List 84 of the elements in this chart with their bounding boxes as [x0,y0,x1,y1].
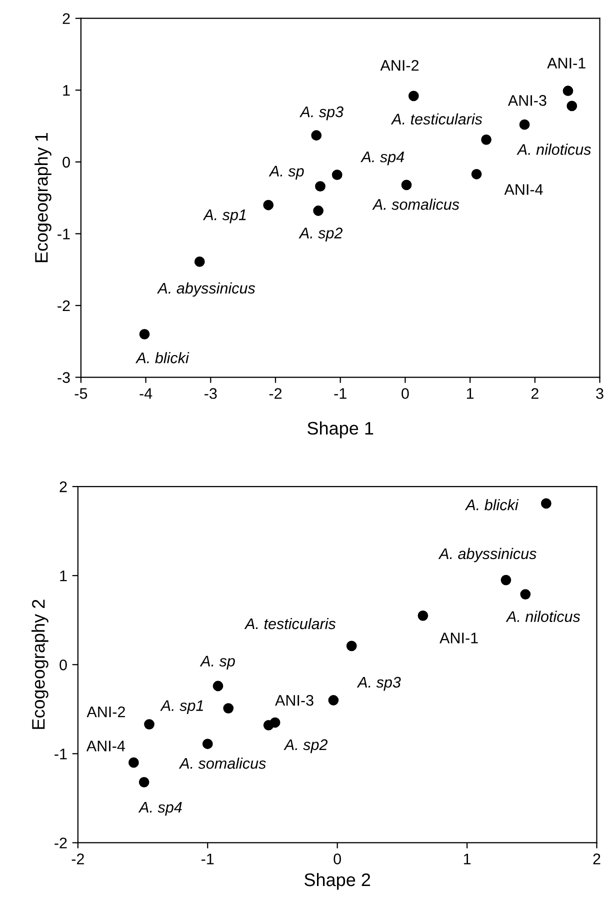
point [328,695,339,706]
point [346,640,357,652]
point [401,180,412,190]
annotation: A. sp [268,166,304,180]
point [332,170,342,180]
point [138,776,150,788]
annotation: A. niloticus [506,610,580,622]
x-tick-label: 0 [402,388,409,399]
annotation: A. niloticus [516,144,591,155]
annotation: A. somalicus [372,198,460,210]
x-tick-label: 3 [596,388,604,399]
point [500,574,512,586]
annotation: A. somalicus [178,758,266,769]
point [313,206,324,216]
point [315,181,326,192]
point [139,329,150,340]
x-tick-label: -5 [74,388,88,399]
x-tick-label: 2 [531,388,538,399]
x-tick-label: -3 [204,388,217,399]
annotation: ANI-1 [547,58,586,68]
annotation: A. testicularis [390,113,482,125]
y-tick-label: -2 [58,300,70,312]
point [144,719,154,730]
annotation: A. sp1 [202,210,246,224]
point [202,738,213,750]
point [566,100,578,112]
point [223,703,234,714]
annotation: A. sp2 [284,739,328,754]
annotation: ANI-4 [504,184,543,195]
y-tick-label: 0 [60,660,67,670]
x-axis-title: Shape 1 [308,421,374,438]
x-tick-label: -2 [269,388,282,399]
annotation: ANI-3 [275,694,314,706]
point [263,720,274,730]
y-tick-label: -3 [58,372,70,383]
y-tick-label: -2 [54,838,67,848]
x-tick-label: 0 [334,854,341,864]
y-tick-label: -1 [54,748,67,760]
point [194,256,205,267]
point [408,90,419,102]
x-tick-label: -2 [72,854,84,864]
annotation: A. abyssinicus [438,548,536,562]
point [263,200,274,210]
y-tick-label: 1 [63,85,70,96]
y-tick-label: 2 [62,13,70,24]
point [471,168,482,180]
annotation: ANI-3 [508,95,546,106]
y-axis-title: Ecogeography 1 [34,132,52,262]
x-tick-label: -1 [334,388,346,399]
y-tick-label: 0 [62,156,70,168]
annotation: ANI-4 [86,740,125,752]
x-axis-title: Shape 2 [304,872,370,890]
x-tick-label: 2 [593,854,600,864]
annotation: A. testicularis [244,618,336,630]
y-tick-label: 2 [60,481,67,492]
annotation: A. sp [200,656,235,670]
point [540,498,552,509]
annotation: A. sp4 [138,802,182,816]
x-tick-label: 1 [464,854,471,864]
point [128,757,139,768]
point [562,86,574,96]
annotation: ANI-1 [440,632,478,644]
y-axis-title: Ecogeography 2 [32,600,48,729]
annotation: A. sp2 [298,228,343,242]
annotation: ANI-2 [86,706,125,718]
x-tick-label: 1 [466,388,474,399]
point [481,134,492,145]
x-tick-label: -1 [202,854,214,864]
annotation: A. sp4 [360,152,404,166]
x-tick-label: -4 [140,388,152,399]
annotation: ANI-2 [380,60,419,71]
point [311,130,322,141]
y-tick-label: 1 [60,570,67,582]
annotation: A. sp1 [160,700,203,714]
annotation: A. sp3 [356,676,401,691]
y-tick-label: -1 [58,228,70,240]
point [520,589,531,600]
point [418,610,428,621]
annotation: A. blicki [135,352,190,364]
annotation: A. blicki [464,499,519,510]
annotation: A. sp3 [300,106,344,120]
point [519,119,530,130]
annotation: A. abyssinicus [156,282,256,297]
point [212,680,224,692]
